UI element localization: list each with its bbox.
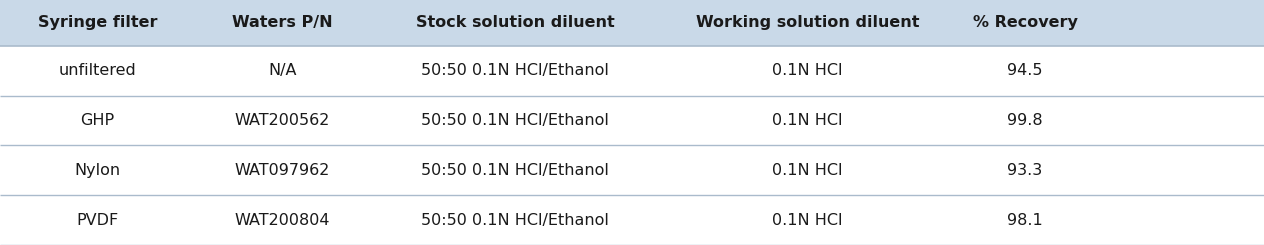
Bar: [0, 0, 1264, 46]
Text: GHP: GHP: [81, 113, 115, 128]
Bar: [0, 46, 1264, 96]
Text: 0.1N HCl: 0.1N HCl: [772, 113, 843, 128]
Text: Stock solution diluent: Stock solution diluent: [416, 15, 614, 30]
Text: 94.5: 94.5: [1007, 63, 1043, 78]
Text: Syringe filter: Syringe filter: [38, 15, 157, 30]
Text: 98.1: 98.1: [1007, 213, 1043, 228]
Bar: [0, 146, 1264, 195]
Text: 93.3: 93.3: [1007, 163, 1043, 178]
Text: 99.8: 99.8: [1007, 113, 1043, 128]
Text: 50:50 0.1N HCl/Ethanol: 50:50 0.1N HCl/Ethanol: [421, 63, 609, 78]
Text: unfiltered: unfiltered: [58, 63, 137, 78]
Text: 50:50 0.1N HCl/Ethanol: 50:50 0.1N HCl/Ethanol: [421, 113, 609, 128]
Text: Nylon: Nylon: [75, 163, 120, 178]
Text: 0.1N HCl: 0.1N HCl: [772, 163, 843, 178]
Text: N/A: N/A: [268, 63, 297, 78]
Text: Working solution diluent: Working solution diluent: [695, 15, 919, 30]
Text: WAT200804: WAT200804: [235, 213, 330, 228]
Text: Waters P/N: Waters P/N: [233, 15, 332, 30]
Text: 0.1N HCl: 0.1N HCl: [772, 63, 843, 78]
Bar: [0, 195, 1264, 245]
Text: PVDF: PVDF: [76, 213, 119, 228]
Text: 0.1N HCl: 0.1N HCl: [772, 213, 843, 228]
Text: WAT097962: WAT097962: [235, 163, 330, 178]
Bar: [0, 96, 1264, 146]
Text: 50:50 0.1N HCl/Ethanol: 50:50 0.1N HCl/Ethanol: [421, 213, 609, 228]
Text: WAT200562: WAT200562: [235, 113, 330, 128]
Text: % Recovery: % Recovery: [972, 15, 1077, 30]
Text: 50:50 0.1N HCl/Ethanol: 50:50 0.1N HCl/Ethanol: [421, 163, 609, 178]
